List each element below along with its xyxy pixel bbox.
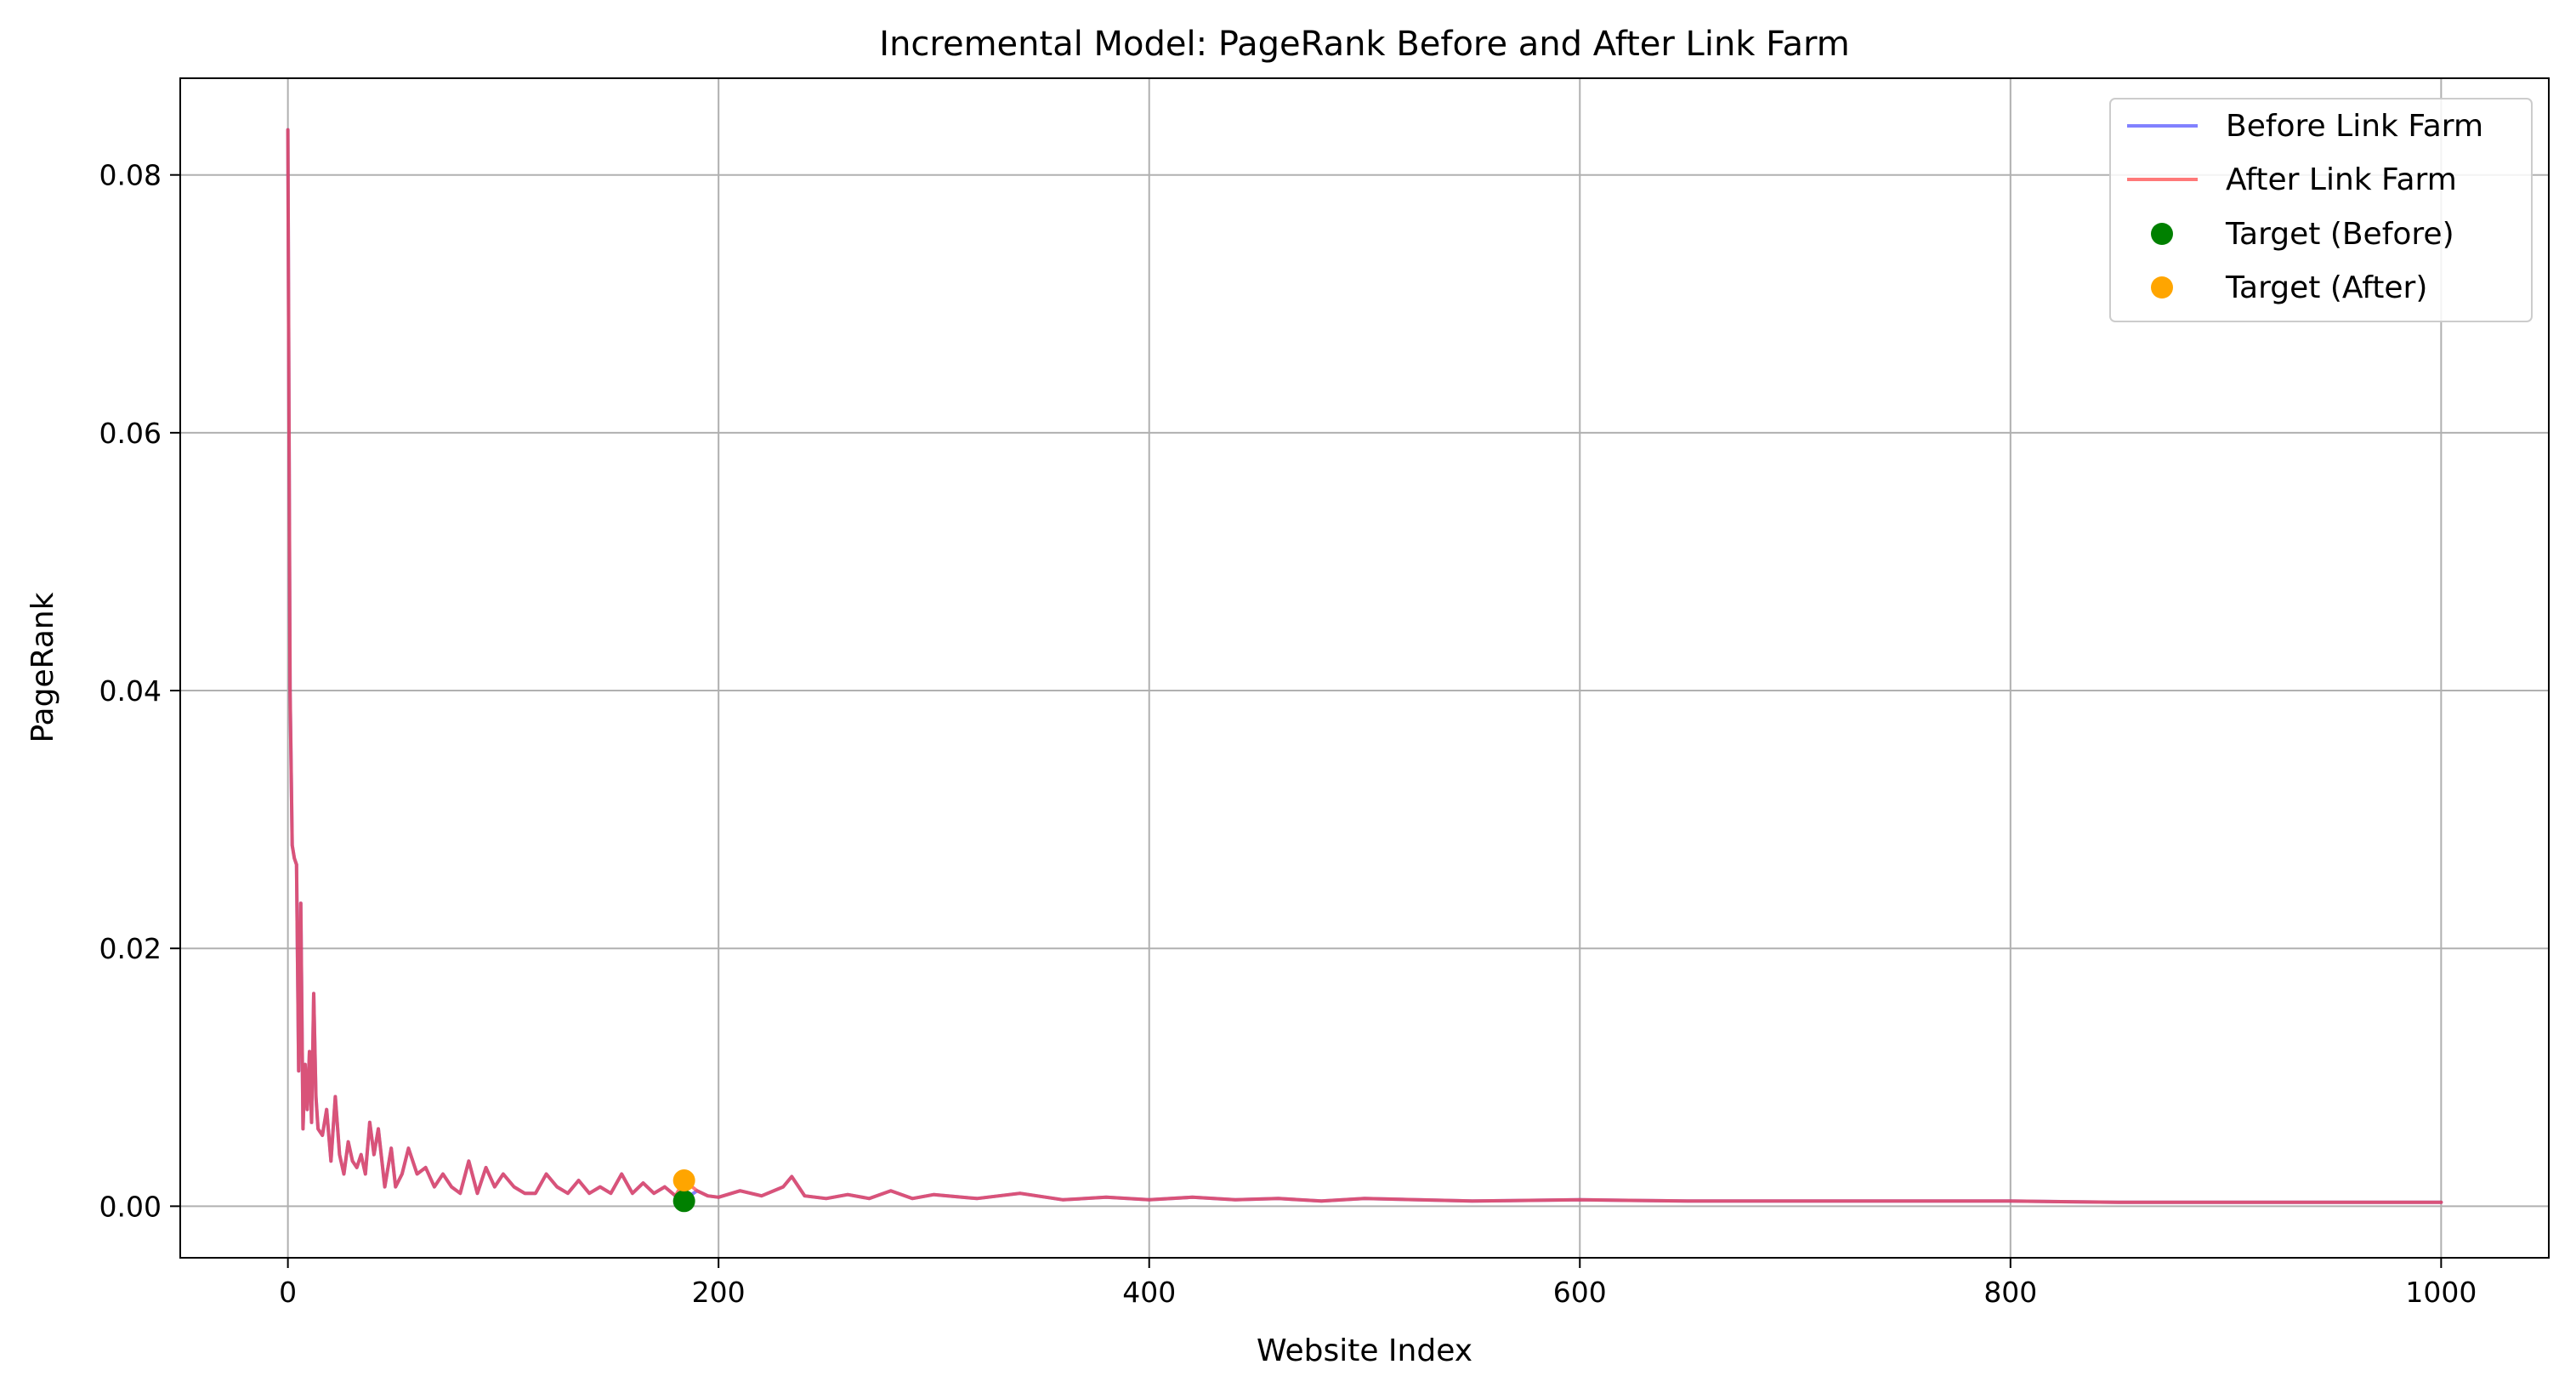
legend-marker-target-before bbox=[2151, 223, 2173, 245]
legend-label-target-after: Target (After) bbox=[2225, 270, 2427, 305]
x-tick-label: 600 bbox=[1553, 1276, 1607, 1309]
x-axis-label: Website Index bbox=[1257, 1333, 1472, 1368]
plot-lines bbox=[286, 128, 2443, 1204]
legend-label-target-before: Target (Before) bbox=[2225, 217, 2454, 252]
chart-title: Incremental Model: PageRank Before and A… bbox=[879, 25, 1849, 64]
x-tick-label: 200 bbox=[692, 1276, 746, 1309]
x-tick-label: 0 bbox=[279, 1276, 297, 1309]
target-point-after bbox=[672, 1169, 695, 1192]
legend: Before Link Farm After Link Farm Target … bbox=[2109, 98, 2533, 322]
y-tick-label: 0.06 bbox=[99, 417, 162, 450]
y-tick-label: 0.00 bbox=[99, 1190, 162, 1223]
y-axis-label: PageRank bbox=[26, 592, 60, 742]
legend-box bbox=[2109, 98, 2533, 322]
y-axis-ticks: 0.00 0.02 0.04 0.06 0.08 bbox=[99, 159, 180, 1223]
y-tick-label: 0.04 bbox=[99, 674, 162, 708]
target-point-before bbox=[672, 1190, 695, 1213]
legend-marker-target-after bbox=[2151, 276, 2173, 298]
plot-frame bbox=[179, 77, 2550, 1259]
x-tick-label: 800 bbox=[1983, 1276, 2037, 1309]
x-tick-label: 400 bbox=[1122, 1276, 1176, 1309]
y-tick-label: 0.08 bbox=[99, 159, 162, 192]
x-axis-ticks: 0 200 400 600 800 1000 bbox=[279, 1258, 2477, 1309]
series-line-after bbox=[286, 128, 2443, 1204]
x-tick-label: 1000 bbox=[2405, 1276, 2477, 1309]
y-tick-label: 0.02 bbox=[99, 932, 162, 965]
plot-points bbox=[672, 1169, 695, 1213]
legend-label-before: Before Link Farm bbox=[2226, 109, 2483, 144]
legend-label-after: After Link Farm bbox=[2226, 162, 2457, 197]
